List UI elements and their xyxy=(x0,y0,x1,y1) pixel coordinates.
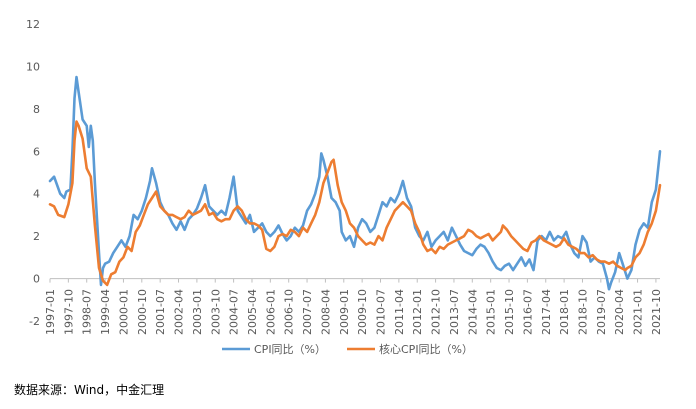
x-tick-label: 2018-10 xyxy=(576,289,589,335)
x-axis: 1997-01 1997-10 1998-07 1999-04 2000-01 2000-… xyxy=(44,278,663,335)
x-tick-label: 2006-01 xyxy=(264,289,277,335)
line-chart: -2 0 2 4 6 8 10 12 1997-01 1997-10 1998-07 1999-04… xyxy=(26,18,663,356)
x-tick-label: 2016-07 xyxy=(521,289,534,335)
x-tick-label: 2018-01 xyxy=(558,289,571,335)
x-tick-label: 2000-10 xyxy=(136,289,149,335)
x-tick-label: 2012-01 xyxy=(411,289,424,335)
y-tick-label: 2 xyxy=(33,230,40,243)
x-tick-label: 2010-07 xyxy=(375,289,388,335)
y-tick-label: -2 xyxy=(29,315,40,328)
y-tick-label: 4 xyxy=(33,188,40,201)
y-tick-label: 6 xyxy=(33,145,40,158)
x-tick-label: 2008-04 xyxy=(319,289,332,335)
x-tick-label: 2003-01 xyxy=(191,289,204,335)
x-tick-label: 1998-07 xyxy=(81,289,94,335)
y-tick-label: 0 xyxy=(33,273,40,286)
x-tick-label: 2009-01 xyxy=(338,289,351,335)
x-tick-label: 2012-10 xyxy=(430,289,443,335)
x-tick-label: 1997-01 xyxy=(44,289,57,335)
x-tick-label: 2004-07 xyxy=(228,289,241,335)
x-tick-label: 2002-04 xyxy=(173,289,186,335)
x-tick-label: 2009-10 xyxy=(356,289,369,335)
x-tick-label: 2005-04 xyxy=(246,289,259,335)
legend-label-2: 核心CPI同比（%） xyxy=(379,342,473,356)
y-tick-label: 12 xyxy=(26,18,40,31)
x-tick-label: 2013-07 xyxy=(448,289,461,335)
legend-label-1: CPI同比（%） xyxy=(254,343,326,356)
x-tick-label: 2021-10 xyxy=(650,289,663,335)
x-tick-label: 2014-04 xyxy=(466,289,479,335)
x-tick-label: 2003-10 xyxy=(209,289,222,335)
x-tick-label: 2000-01 xyxy=(117,289,130,335)
x-tick-label: 1999-04 xyxy=(99,289,112,335)
x-tick-label: 2020-04 xyxy=(613,289,626,335)
y-axis: -2 0 2 4 6 8 10 12 xyxy=(26,18,40,328)
x-tick-label: 2019-07 xyxy=(595,289,608,335)
series-line-1 xyxy=(48,75,662,291)
x-tick-label: 2017-04 xyxy=(540,289,553,335)
series-line-2 xyxy=(48,120,662,287)
x-tick-label: 2006-10 xyxy=(283,289,296,335)
x-tick-label: 2015-10 xyxy=(503,289,516,335)
x-tick-label: 1997-10 xyxy=(62,289,75,335)
x-tick-label: 2011-04 xyxy=(393,289,406,335)
x-tick-label: 2021-01 xyxy=(632,289,645,335)
legend: CPI同比（%） 核心CPI同比（%） xyxy=(222,342,473,356)
x-tick-label: 2001-07 xyxy=(154,289,167,335)
y-tick-label: 8 xyxy=(33,103,40,116)
x-tick-label: 2015-01 xyxy=(485,289,498,335)
plot-lines xyxy=(48,75,662,291)
source-note: 数据来源：Wind，中金汇理 xyxy=(14,383,165,397)
x-tick-label: 2007-07 xyxy=(301,289,314,335)
y-tick-label: 10 xyxy=(26,60,40,73)
